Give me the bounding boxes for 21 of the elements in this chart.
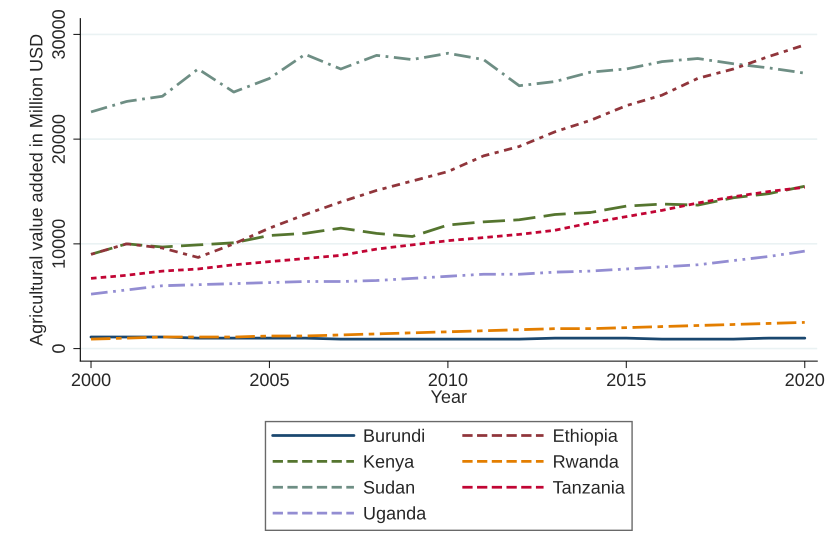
- x-tick-label: 2010: [428, 373, 468, 386]
- legend-label: Uganda: [364, 506, 426, 524]
- x-tick-label: 2005: [250, 373, 289, 386]
- y-tick-label: 20000: [52, 114, 65, 164]
- x-tick-label: 2000: [72, 373, 110, 386]
- legend-label: Tanzania: [553, 480, 625, 494]
- x-axis-title: Year: [430, 390, 467, 404]
- line-series: [90, 320, 806, 341]
- y-tick-label: 0: [52, 344, 65, 353]
- line-series: [90, 186, 806, 280]
- legend-label: Ethiopia: [554, 428, 618, 446]
- y-axis-title: Agricultural value added in Million USD: [29, 34, 46, 346]
- legend-label: Sudan: [364, 480, 414, 494]
- x-tick-label: 2015: [607, 373, 646, 386]
- y-tick-label: 30000: [52, 10, 65, 59]
- y-tick-label: 10000: [52, 219, 65, 268]
- line-series: [90, 250, 806, 296]
- legend-label: Rwanda: [554, 454, 619, 468]
- legend-label: Burundi: [364, 428, 424, 442]
- legend-label: Kenya: [364, 455, 414, 472]
- x-tick-label: 2020: [786, 373, 824, 386]
